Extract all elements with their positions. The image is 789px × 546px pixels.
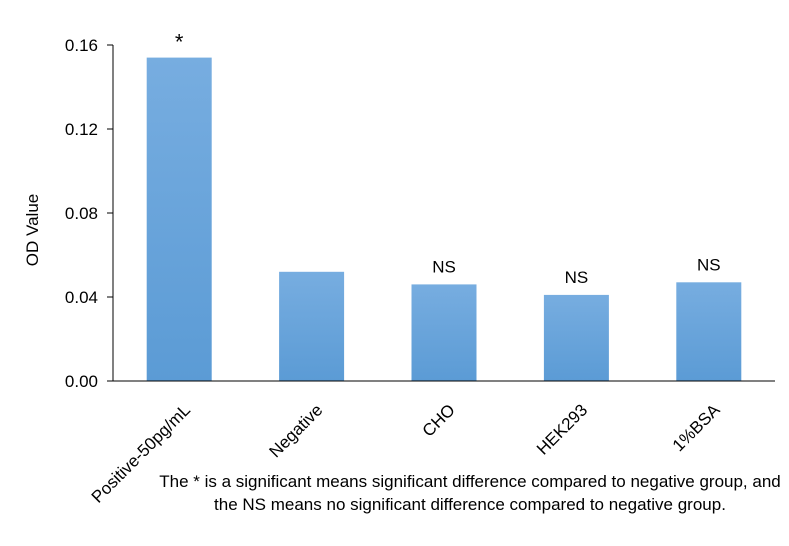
bars: [146, 57, 742, 381]
category-label: CHO: [419, 400, 459, 440]
category-label: 1%BSA: [669, 400, 724, 455]
category-label: Negative: [266, 400, 327, 461]
y-tick-label: 0.12: [65, 120, 98, 139]
y-tick-label: 0.00: [65, 372, 98, 391]
category-label: HEK293: [533, 400, 591, 458]
bar: [146, 57, 212, 381]
bar-annotation: NS: [432, 257, 456, 276]
y-axis-label-group: OD Value: [23, 194, 42, 266]
bar: [279, 271, 345, 381]
bar-annotation: *: [175, 30, 184, 55]
bar: [676, 282, 742, 381]
bar-annotation: NS: [697, 255, 721, 274]
bar-annotations: * NS NS NS: [175, 30, 721, 287]
y-ticks: 0.00 0.04 0.08 0.12 0.16: [65, 36, 113, 391]
bar: [411, 284, 477, 381]
footnote: The * is a significant means significant…: [159, 472, 781, 514]
y-tick-label: 0.08: [65, 204, 98, 223]
bar-annotation: NS: [565, 268, 589, 287]
y-axis-label: OD Value: [23, 194, 42, 266]
y-tick-label: 0.04: [65, 288, 98, 307]
y-tick-label: 0.16: [65, 36, 98, 55]
bar: [543, 294, 609, 381]
